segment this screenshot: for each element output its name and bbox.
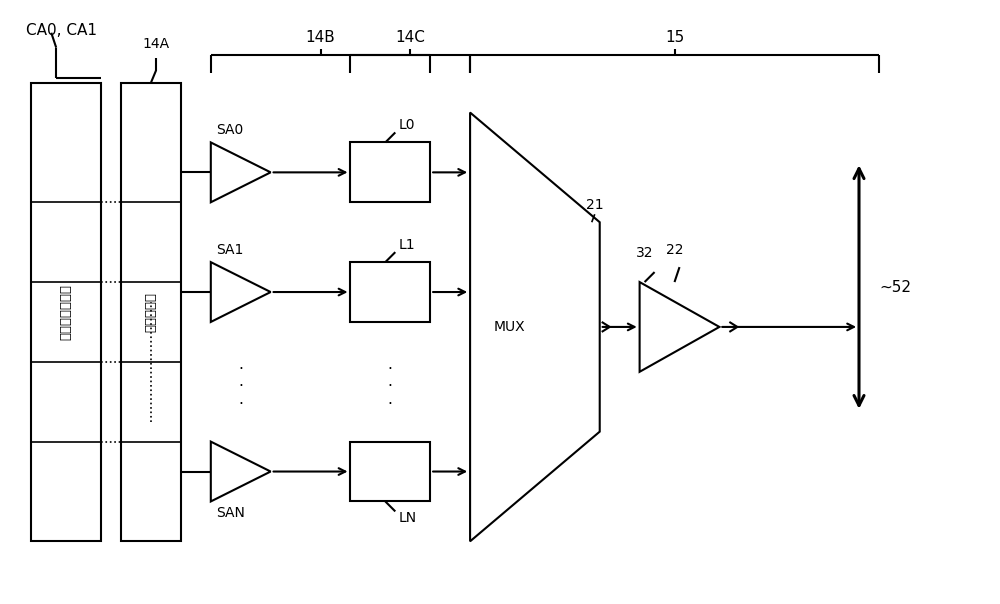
- Text: SAN: SAN: [216, 506, 245, 521]
- Bar: [350, 143, 430, 202]
- Text: ~52: ~52: [879, 280, 911, 295]
- Bar: [350, 262, 430, 322]
- Bar: [350, 442, 430, 501]
- Text: 32: 32: [636, 246, 653, 260]
- Bar: [121, 83, 181, 541]
- Text: 15: 15: [665, 30, 684, 45]
- Text: 14A: 14A: [142, 37, 170, 51]
- Text: L0: L0: [398, 118, 415, 132]
- Text: MUX: MUX: [493, 320, 525, 334]
- Text: LN: LN: [398, 512, 416, 525]
- Polygon shape: [211, 262, 271, 322]
- Text: 21: 21: [586, 198, 604, 212]
- Text: 14B: 14B: [306, 30, 335, 45]
- Text: 存储器胞元阵列: 存储器胞元阵列: [60, 284, 73, 340]
- Polygon shape: [470, 112, 600, 541]
- Text: L1: L1: [398, 238, 415, 252]
- Text: .
.
.: . . .: [238, 357, 243, 406]
- Text: .
.
.: . . .: [388, 357, 393, 406]
- Text: CA0, CA1: CA0, CA1: [26, 23, 97, 38]
- Polygon shape: [211, 442, 271, 501]
- Text: 14C: 14C: [395, 30, 425, 45]
- Text: 列开关电路: 列开关电路: [144, 292, 157, 332]
- Polygon shape: [211, 143, 271, 202]
- Bar: [31, 83, 101, 541]
- Text: SA1: SA1: [216, 243, 243, 257]
- Text: 22: 22: [666, 243, 683, 257]
- Text: SA0: SA0: [216, 123, 243, 138]
- Polygon shape: [640, 282, 719, 372]
